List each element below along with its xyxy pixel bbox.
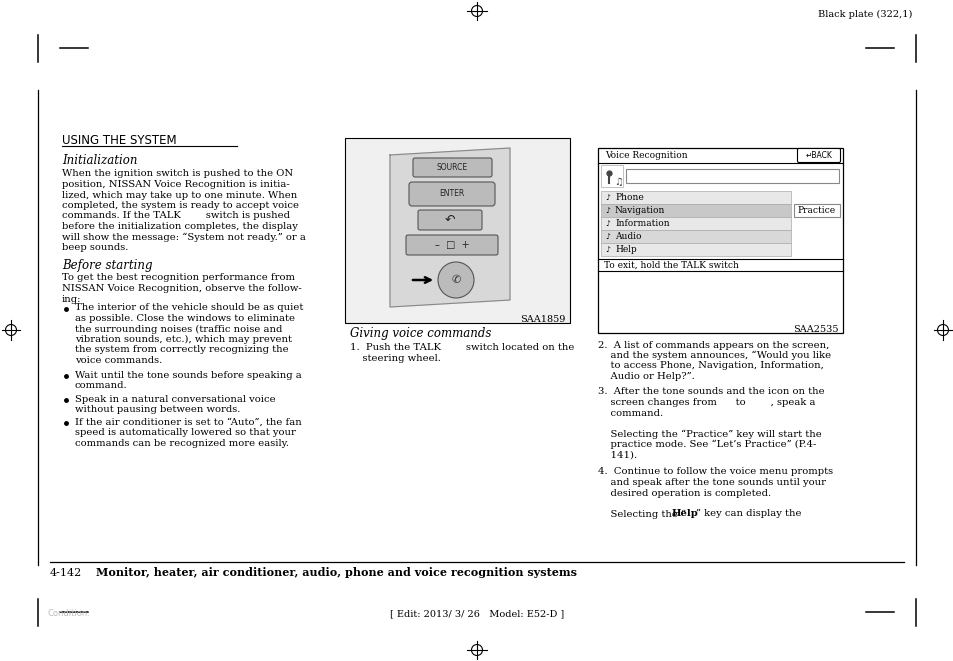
FancyBboxPatch shape <box>797 149 840 163</box>
Text: 141).: 141). <box>598 451 637 459</box>
Text: Before starting: Before starting <box>62 258 152 272</box>
Text: to access Phone, Navigation, Information,: to access Phone, Navigation, Information… <box>598 362 823 371</box>
Text: the surrounding noises (traffic noise and: the surrounding noises (traffic noise an… <box>75 325 282 334</box>
Text: ENTER: ENTER <box>439 190 464 198</box>
Bar <box>345 138 569 323</box>
Text: Help: Help <box>615 245 636 254</box>
Bar <box>600 191 790 204</box>
Text: Voice Recognition: Voice Recognition <box>604 151 687 159</box>
FancyBboxPatch shape <box>413 158 492 177</box>
FancyBboxPatch shape <box>406 235 497 255</box>
Text: completed, the system is ready to accept voice: completed, the system is ready to accept… <box>62 201 298 210</box>
Text: commands. If the TALK        switch is pushed: commands. If the TALK switch is pushed <box>62 212 290 221</box>
Bar <box>793 204 840 217</box>
Text: Practice: Practice <box>797 206 835 215</box>
Text: ♪: ♪ <box>605 245 610 254</box>
Text: steering wheel.: steering wheel. <box>350 354 440 363</box>
Text: Initialization: Initialization <box>62 153 137 167</box>
Text: the system from correctly recognizing the: the system from correctly recognizing th… <box>75 346 289 354</box>
Text: Selecting the “Practice” key will start the: Selecting the “Practice” key will start … <box>598 430 821 439</box>
Text: Selecting the “: Selecting the “ <box>598 510 685 519</box>
Polygon shape <box>390 148 510 307</box>
FancyBboxPatch shape <box>417 210 481 230</box>
Text: To get the best recognition performance from: To get the best recognition performance … <box>62 274 294 282</box>
Text: Help: Help <box>671 510 698 518</box>
Text: 3.  After the tone sounds and the icon on the: 3. After the tone sounds and the icon on… <box>598 387 823 397</box>
Text: To exit, hold the TALK switch: To exit, hold the TALK switch <box>603 260 739 270</box>
Text: practice mode. See “Let’s Practice” (P.4-: practice mode. See “Let’s Practice” (P.4… <box>598 440 816 449</box>
Text: NISSAN Voice Recognition, observe the follow-: NISSAN Voice Recognition, observe the fo… <box>62 284 301 293</box>
Text: Speak in a natural conversational voice: Speak in a natural conversational voice <box>75 395 275 403</box>
Text: and speak after the tone sounds until your: and speak after the tone sounds until yo… <box>598 478 825 487</box>
Text: before the initialization completes, the display: before the initialization completes, the… <box>62 222 297 231</box>
Text: –  □  +: – □ + <box>435 240 469 250</box>
Bar <box>600 217 790 230</box>
Text: ♪: ♪ <box>605 193 610 202</box>
Text: ✆: ✆ <box>451 275 460 285</box>
Text: beep sounds.: beep sounds. <box>62 243 129 252</box>
Text: Information: Information <box>615 219 669 228</box>
Text: ↶: ↶ <box>444 214 455 227</box>
Text: commands can be recognized more easily.: commands can be recognized more easily. <box>75 438 289 447</box>
Bar <box>600 165 622 187</box>
Text: 4.  Continue to follow the voice menu prompts: 4. Continue to follow the voice menu pro… <box>598 467 832 477</box>
Text: voice commands.: voice commands. <box>75 356 162 365</box>
Text: The interior of the vehicle should be as quiet: The interior of the vehicle should be as… <box>75 303 303 313</box>
Text: ” key can display the: ” key can display the <box>696 510 801 518</box>
Text: [ Edit: 2013/ 3/ 26   Model: E52-D ]: [ Edit: 2013/ 3/ 26 Model: E52-D ] <box>390 609 563 619</box>
Text: ing:: ing: <box>62 295 81 303</box>
Text: desired operation is completed.: desired operation is completed. <box>598 488 770 498</box>
Text: and the system announces, “Would you like: and the system announces, “Would you lik… <box>598 351 830 360</box>
Text: without pausing between words.: without pausing between words. <box>75 405 240 414</box>
Text: Wait until the tone sounds before speaking a: Wait until the tone sounds before speaki… <box>75 371 301 379</box>
Circle shape <box>437 262 474 298</box>
Bar <box>600 204 790 217</box>
Text: 2.  A list of commands appears on the screen,: 2. A list of commands appears on the scr… <box>598 340 828 350</box>
Text: speed is automatically lowered so that your: speed is automatically lowered so that y… <box>75 428 295 437</box>
Text: command.: command. <box>75 381 128 390</box>
Text: Audio: Audio <box>615 232 640 241</box>
Text: Black plate (322,1): Black plate (322,1) <box>817 9 911 19</box>
Text: screen changes from      to        , speak a: screen changes from to , speak a <box>598 398 815 407</box>
Text: SAA2535: SAA2535 <box>793 325 838 334</box>
Text: 1.  Push the TALK        switch located on the: 1. Push the TALK switch located on the <box>350 344 574 352</box>
Bar <box>600 243 790 256</box>
Text: position, NISSAN Voice Recognition is initia-: position, NISSAN Voice Recognition is in… <box>62 180 290 189</box>
FancyBboxPatch shape <box>409 182 495 206</box>
Text: SOURCE: SOURCE <box>436 163 468 172</box>
Text: Condition:: Condition: <box>48 609 91 619</box>
Bar <box>600 230 790 243</box>
Text: ♪: ♪ <box>605 206 610 215</box>
Text: will show the message: “System not ready.” or a: will show the message: “System not ready… <box>62 232 306 242</box>
Text: When the ignition switch is pushed to the ON: When the ignition switch is pushed to th… <box>62 169 293 178</box>
Bar <box>625 169 838 183</box>
Text: USING THE SYSTEM: USING THE SYSTEM <box>62 134 176 147</box>
Text: ↵BACK: ↵BACK <box>804 151 832 160</box>
Text: Monitor, heater, air conditioner, audio, phone and voice recognition systems: Monitor, heater, air conditioner, audio,… <box>96 568 577 578</box>
Text: ♫: ♫ <box>614 177 622 187</box>
Bar <box>598 148 842 333</box>
Text: lized, which may take up to one minute. When: lized, which may take up to one minute. … <box>62 190 297 200</box>
Text: Audio or Help?”.: Audio or Help?”. <box>598 372 694 381</box>
Text: vibration sounds, etc.), which may prevent: vibration sounds, etc.), which may preve… <box>75 335 292 344</box>
Text: If the air conditioner is set to “Auto”, the fan: If the air conditioner is set to “Auto”,… <box>75 418 301 426</box>
Text: Phone: Phone <box>615 193 643 202</box>
Text: ♪: ♪ <box>605 219 610 228</box>
Text: Giving voice commands: Giving voice commands <box>350 327 491 340</box>
Text: 4-142: 4-142 <box>50 568 82 578</box>
Text: SAA1859: SAA1859 <box>520 315 565 323</box>
Text: Navigation: Navigation <box>615 206 664 215</box>
Text: ♪: ♪ <box>605 232 610 241</box>
Text: command.: command. <box>598 408 662 418</box>
Text: as possible. Close the windows to eliminate: as possible. Close the windows to elimin… <box>75 314 294 323</box>
